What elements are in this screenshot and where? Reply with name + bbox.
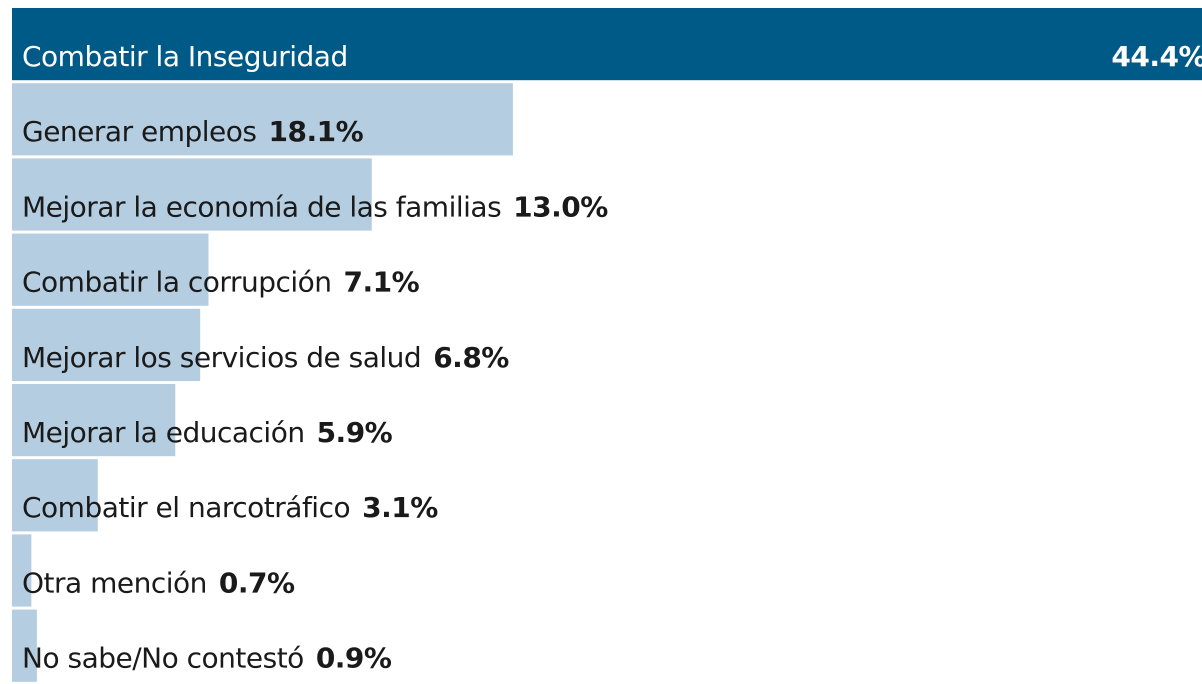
value-label: 44.4% xyxy=(1111,40,1202,73)
value-label: 6.8% xyxy=(433,341,509,374)
value-label: 0.7% xyxy=(219,566,295,599)
value-label: 0.9% xyxy=(316,642,392,675)
bar xyxy=(12,534,32,607)
value-label: 18.1% xyxy=(268,115,363,148)
category-label: Combatir la corrupción xyxy=(22,266,332,299)
category-label: Mejorar los servicios de salud xyxy=(22,341,421,374)
category-label: Combatir el narcotráfico xyxy=(22,491,350,524)
category-label: Mejorar la educación xyxy=(22,416,305,449)
category-label: Generar empleos xyxy=(22,115,256,148)
value-label: 7.1% xyxy=(344,266,420,299)
bar xyxy=(12,8,1202,81)
category-label: No sabe/No contestó xyxy=(22,642,304,675)
bar xyxy=(12,609,37,682)
category-label: Mejorar la economía de las familias xyxy=(22,190,501,223)
bar xyxy=(12,459,98,532)
value-label: 5.9% xyxy=(317,416,393,449)
value-label: 13.0% xyxy=(513,190,608,223)
bar xyxy=(12,384,176,457)
category-label: Otra mención xyxy=(22,566,207,599)
bar xyxy=(12,308,201,381)
bar xyxy=(12,158,372,231)
bar xyxy=(12,83,513,156)
bar xyxy=(12,233,209,306)
value-label: 3.1% xyxy=(362,491,438,524)
category-label: Combatir la Inseguridad xyxy=(22,40,348,73)
